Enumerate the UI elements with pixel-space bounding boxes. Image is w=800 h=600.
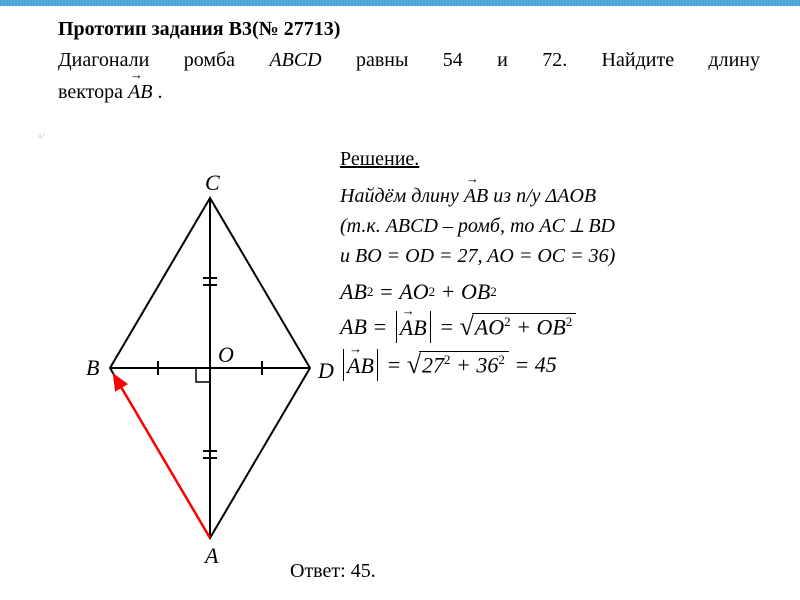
eq3-abs: AB (343, 349, 378, 381)
problem-line1: Диагонали ромба ABCD равны 54 и 72. Найд… (58, 45, 760, 75)
top-decorative-border (0, 0, 800, 6)
eq1-r1: AO (399, 279, 428, 305)
equation-1: AB2 = AO2 + OB2 (340, 279, 760, 305)
problem-line2: вектора AB . (58, 75, 760, 107)
label-d: D (317, 358, 334, 383)
problem-shape: ABCD (269, 49, 321, 71)
vector-ab-arrow (114, 375, 210, 538)
solution-intro: Найдём длину AB из п/у ΔAOB (т.к. ABCD –… (340, 179, 760, 271)
content-area: Прототип задания B3(№ 27713) Диагонали р… (58, 18, 760, 107)
intro-prefix: Найдём длину (340, 185, 464, 207)
rhombus-diagram: A B C D O (50, 168, 350, 578)
problem-line2-suffix: . (152, 81, 162, 103)
intro-line2: (т.к. ABCD – ромб, то AC ⟂ BD (340, 215, 615, 237)
eq3-sqrt: √272 + 362 (407, 350, 509, 380)
solution-block: Решение. Найдём длину AB из п/у ΔAOB (т.… (340, 148, 760, 387)
right-angle-marker (196, 368, 210, 382)
answer-value: 45. (351, 560, 376, 582)
eq1-lhs: AB (340, 279, 367, 305)
eq2-sqrt: √AO2 + OB2 (460, 312, 577, 342)
solution-title: Решение. (340, 148, 760, 171)
eq2-abs: AB (396, 311, 431, 343)
label-c: C (205, 170, 220, 195)
vector-ab: AB (128, 75, 152, 107)
answer-line: Ответ: 45. (290, 560, 376, 583)
label-a: A (203, 543, 219, 568)
problem-header: Прототип задания B3(№ 27713) (58, 18, 760, 41)
label-b: B (86, 355, 99, 380)
problem-title: Прототип задания B3(№ 27713) (58, 18, 760, 41)
eq1-r2: OB (461, 279, 490, 305)
problem-text-prefix: Диагонали ромба (58, 49, 269, 71)
equation-2: AB = AB = √AO2 + OB2 (340, 311, 760, 343)
answer-label: Ответ: (290, 560, 351, 582)
eq3-result: 45 (535, 352, 557, 378)
problem-line2-prefix: вектора (58, 81, 128, 103)
label-o: O (218, 342, 234, 367)
equation-3: AB = √272 + 362 = 45 (340, 349, 760, 381)
paragraph-mark-icon: ⤶ (38, 128, 46, 144)
intro-mid: из п/у ΔAOB (488, 185, 596, 207)
intro-line3: и BO = OD = 27, AO = OC = 36) (340, 245, 615, 267)
eq2-lhs: AB (340, 314, 367, 340)
problem-text-mid: равны 54 и 72. Найдите длину (322, 49, 760, 71)
intro-vector: AB (464, 179, 488, 211)
